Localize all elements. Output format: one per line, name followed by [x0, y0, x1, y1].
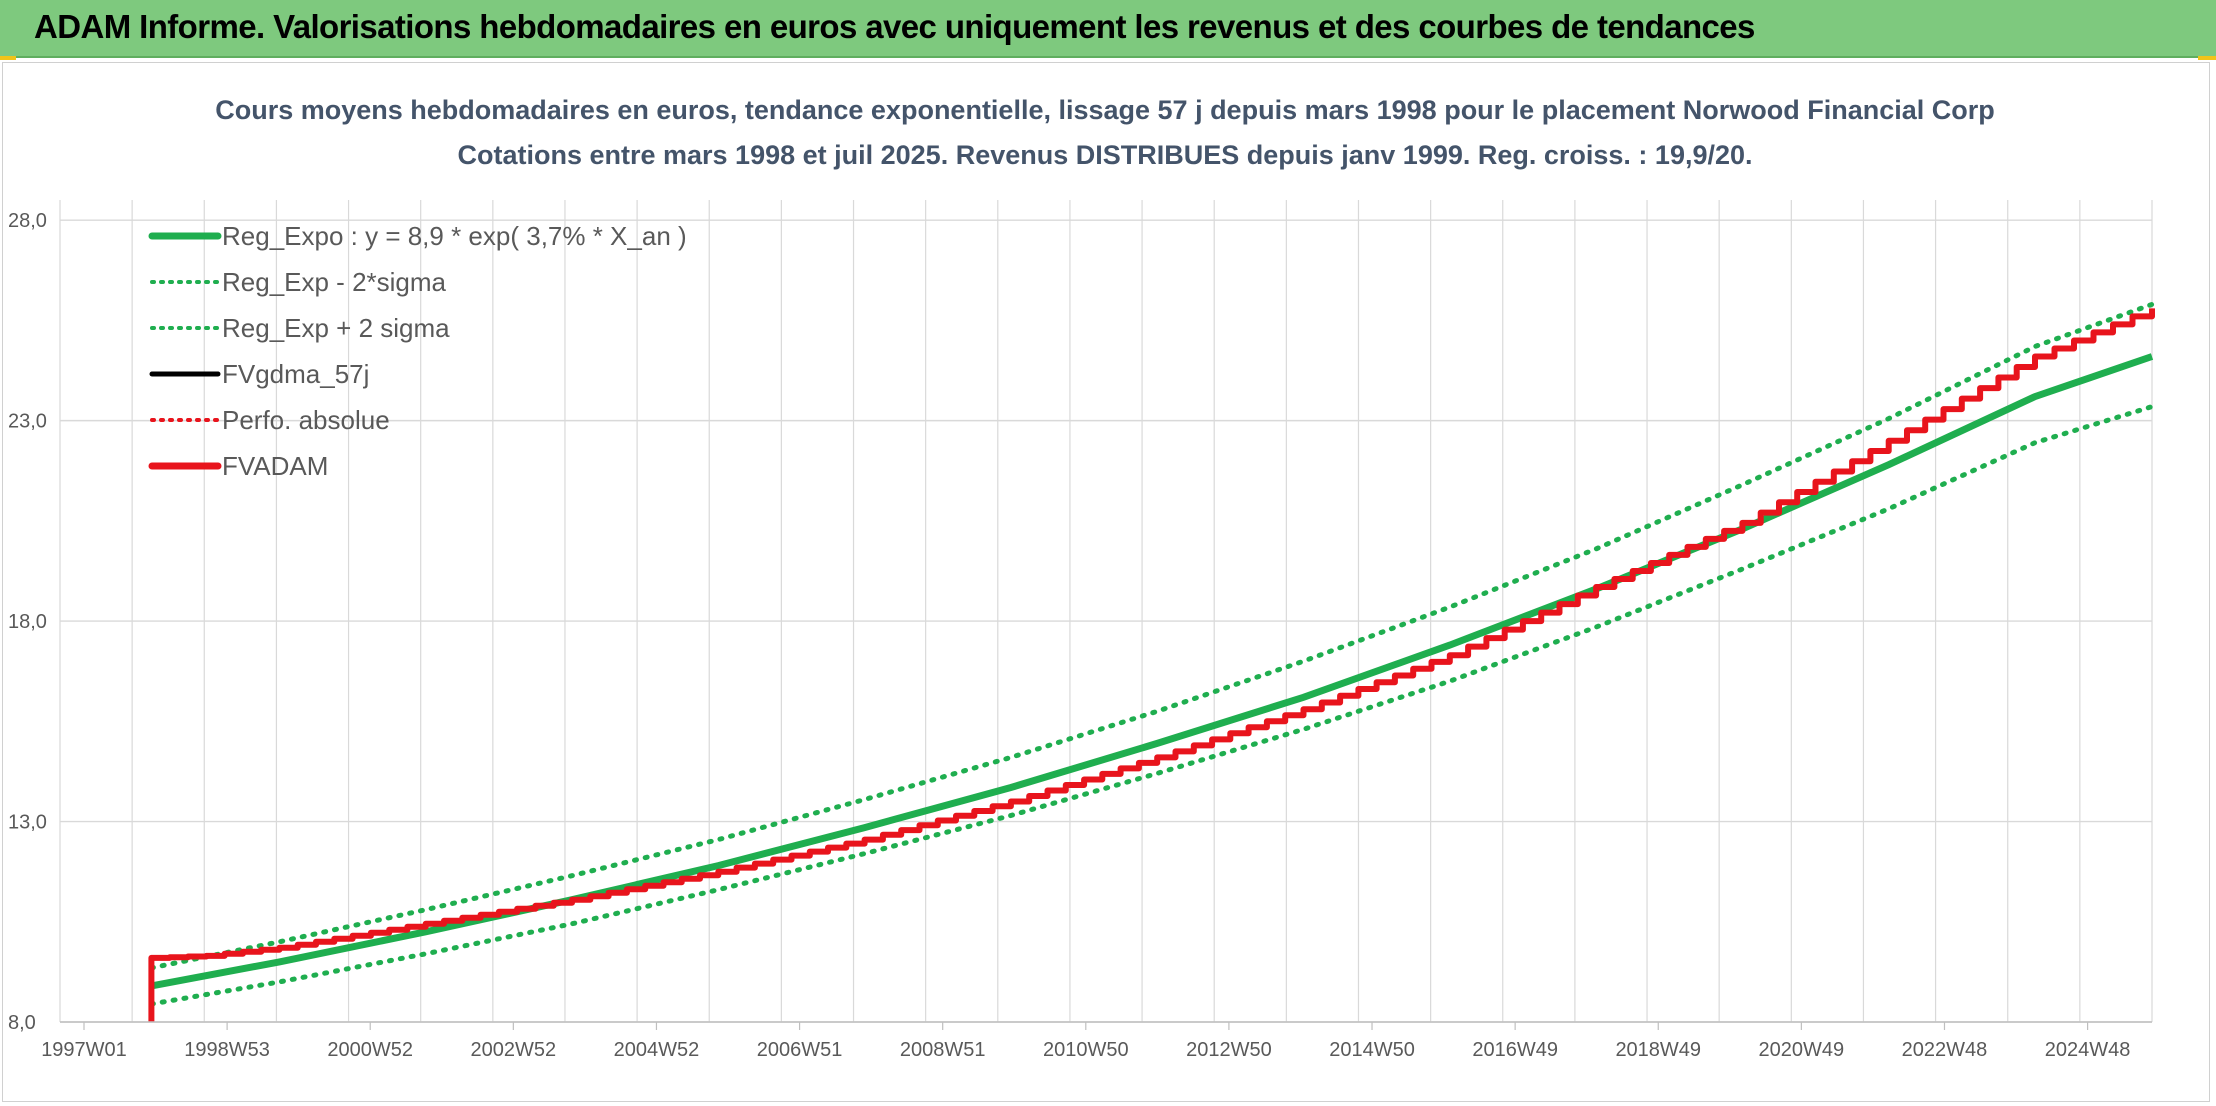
x-tick-label: 2004W52 [614, 1039, 700, 1061]
x-tick-label: 2022W48 [1902, 1039, 1988, 1061]
x-tick-label: 2012W50 [1186, 1039, 1272, 1061]
legend-layer: Reg_Expo : y = 8,9 * exp( 3,7% * X_an ) R… [148, 221, 687, 481]
y-tick-label: 28,0 [8, 210, 47, 232]
legend-label: Reg_Exp - 2*sigma [222, 267, 447, 297]
x-tick-label: 1997W01 [41, 1039, 127, 1061]
axis-layer: 8,0 13,0 18,0 23,0 28,0 1997W01 1998W53 2000W52… [8, 210, 2152, 1061]
x-tick-label: 2000W52 [327, 1039, 413, 1061]
y-tick-label: 18,0 [8, 611, 47, 633]
chart-title: Cours moyens hebdomadaires en euros, ten… [215, 95, 1995, 125]
series-reg-expo [150, 353, 2154, 990]
x-tick-label: 2016W49 [1472, 1039, 1558, 1061]
legend-label: Perfo. absolue [222, 405, 390, 435]
legend-label: FVADAM [222, 451, 328, 481]
x-tick-label: 2014W50 [1329, 1039, 1415, 1061]
y-tick-label: 13,0 [8, 812, 47, 834]
x-tick-label: 2018W49 [1615, 1039, 1701, 1061]
corner-mark-left [0, 56, 16, 60]
x-tick-label: 2010W50 [1043, 1039, 1129, 1061]
legend-label: Reg_Exp + 2 sigma [222, 313, 450, 343]
chart-subtitle: Cotations entre mars 1998 et juil 2025. … [457, 140, 1752, 170]
x-tick-label: 2020W49 [1759, 1039, 1845, 1061]
series-layer [148, 301, 2155, 1022]
y-tick-label: 23,0 [8, 411, 47, 433]
corner-mark-right [2198, 56, 2216, 60]
x-tick-label: 2024W48 [2045, 1039, 2131, 1061]
x-tick-label: 2002W52 [471, 1039, 557, 1061]
legend-label: Reg_Expo : y = 8,9 * exp( 3,7% * X_an ) [222, 221, 687, 251]
series-reg-minus-2sigma [148, 404, 2155, 1007]
page-title: ADAM Informe. Valorisations hebdomadaire… [34, 8, 1755, 45]
x-tick-label: 2008W51 [900, 1039, 986, 1061]
header-bar: ADAM Informe. Valorisations hebdomadaire… [0, 0, 2216, 58]
series-reg-plus-2sigma [148, 301, 2155, 971]
legend-label: FVgdma_57j [222, 359, 369, 389]
chart-frame [2, 62, 2210, 1102]
y-tick-label: 8,0 [8, 1012, 36, 1034]
x-tick-label: 1998W53 [184, 1039, 270, 1061]
series-fvadam [148, 308, 2155, 1022]
x-tick-label: 2006W51 [757, 1039, 843, 1061]
